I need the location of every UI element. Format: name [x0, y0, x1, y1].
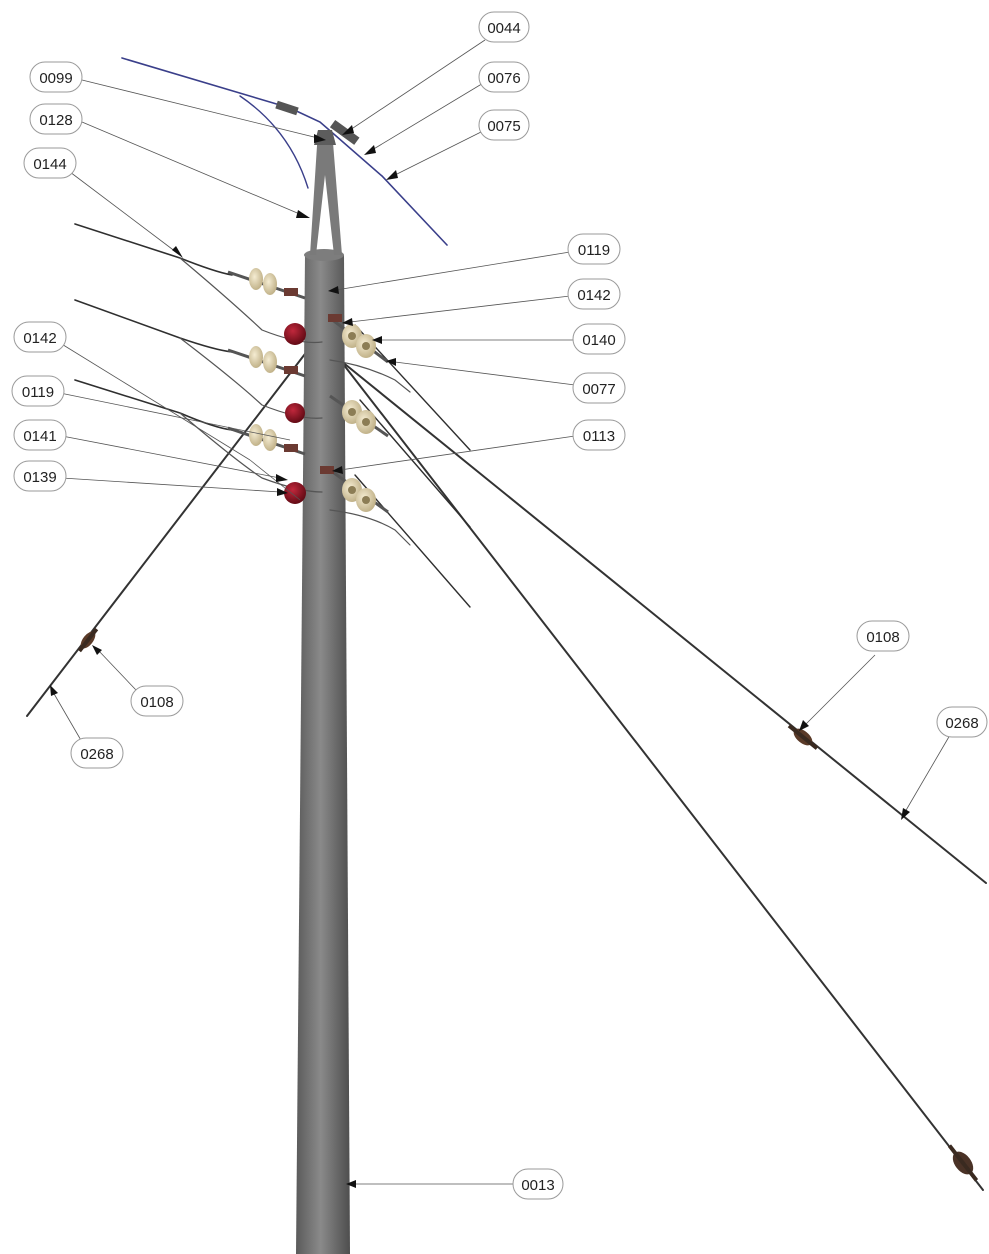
surge-arrester-middle — [285, 403, 305, 423]
callout-0013[interactable]: 0013 — [512, 1168, 564, 1200]
insulator-strings-left — [227, 268, 306, 456]
callout-0144[interactable]: 0144 — [23, 147, 77, 179]
overhead-ground-wire — [121, 57, 448, 246]
callout-label: 0128 — [39, 112, 72, 129]
callout-label: 0075 — [487, 118, 520, 135]
callout-label: 0140 — [582, 332, 615, 349]
guy-wires — [26, 349, 987, 1191]
surge-arrester-lower — [284, 482, 306, 504]
insulator-string-upper-right — [328, 314, 389, 364]
leader-lines — [50, 39, 951, 1188]
guy-wire-right-upper — [329, 351, 987, 884]
guy-wire-right-lower — [339, 359, 984, 1191]
callout-0142-upper[interactable]: 0142 — [567, 278, 621, 310]
guy-fitting-right — [787, 724, 819, 750]
surge-arrester-upper — [284, 323, 306, 345]
insulator-string-lower-right — [320, 466, 389, 514]
callout-0108-right[interactable]: 0108 — [856, 620, 910, 652]
insulator-string-lower-left — [227, 424, 306, 456]
callout-label: 0139 — [23, 469, 56, 486]
callout-label: 0044 — [487, 20, 520, 37]
callout-label: 0268 — [80, 746, 113, 763]
callout-0128[interactable]: 0128 — [29, 103, 83, 135]
callout-label: 0108 — [140, 694, 173, 711]
insulator-strings-right — [320, 314, 389, 514]
callout-0268-right[interactable]: 0268 — [936, 706, 988, 738]
guy-fitting-left — [77, 627, 99, 653]
callout-label: 0076 — [487, 70, 520, 87]
callout-0142-lower[interactable]: 0142 — [13, 321, 67, 353]
guy-wire-fittings — [77, 627, 979, 1182]
callout-label: 0013 — [521, 1177, 554, 1194]
guy-anchor-right-bottom — [947, 1144, 979, 1182]
callout-label: 0119 — [22, 384, 54, 401]
callout-0075[interactable]: 0075 — [478, 109, 530, 141]
callout-0108-left[interactable]: 0108 — [130, 685, 184, 717]
callout-label: 0268 — [945, 715, 978, 732]
callout-0119-upper[interactable]: 0119 — [567, 233, 621, 265]
callout-label: 0099 — [39, 70, 72, 87]
callout-0113[interactable]: 0113 — [572, 419, 626, 451]
callout-label: 0119 — [578, 242, 610, 259]
callout-0099[interactable]: 0099 — [29, 61, 83, 93]
callout-0119-lower[interactable]: 0119 — [11, 375, 65, 407]
callout-0077[interactable]: 0077 — [572, 372, 626, 404]
insulator-string-middle-left — [227, 346, 306, 378]
callout-0139[interactable]: 0139 — [13, 460, 67, 492]
callouts: 0044 0076 0075 0099 0128 0144 0119 0142 — [11, 11, 988, 1200]
callout-0141[interactable]: 0141 — [13, 419, 67, 451]
callout-label: 0144 — [33, 156, 66, 173]
callout-0076[interactable]: 0076 — [478, 61, 530, 93]
callout-0044[interactable]: 0044 — [478, 11, 530, 43]
insulator-string-middle-right — [329, 394, 389, 438]
callout-label: 0108 — [866, 629, 899, 646]
insulator-string-upper-left — [227, 268, 306, 300]
callout-0268-left[interactable]: 0268 — [70, 737, 124, 769]
callout-label: 0141 — [23, 428, 56, 445]
callout-label: 0077 — [582, 381, 615, 398]
callout-0140[interactable]: 0140 — [572, 323, 626, 355]
concrete-pole — [296, 130, 350, 1254]
surge-arresters — [284, 323, 306, 504]
guy-wire-left — [26, 349, 309, 717]
pole-top-bracket — [310, 130, 342, 255]
callout-label: 0142 — [577, 287, 610, 304]
callout-label: 0142 — [23, 330, 56, 347]
callout-label: 0113 — [583, 428, 615, 445]
